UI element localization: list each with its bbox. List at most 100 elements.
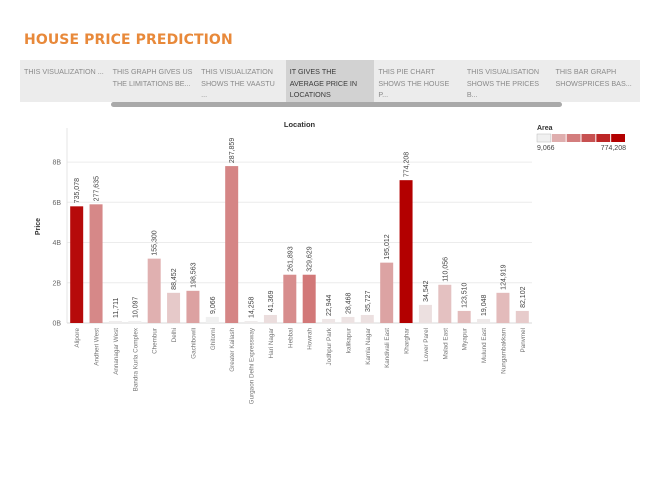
x-tick-label: Howrah [307,328,314,350]
y-tick-label: 8B [52,160,61,167]
bar-lower-parel[interactable] [418,304,432,323]
legend-max-label: 774,208 [601,145,626,152]
legend-swatch [596,134,611,142]
x-tick-label: Kandivali East [384,328,391,368]
legend-title: Area [537,125,553,132]
bar-value-label: 198,563 [190,262,197,287]
x-tick-label: Hebbal [287,328,294,348]
bar-value-label: 9,066 [210,296,217,314]
bar-value-label: 155,300 [152,230,159,255]
bar-value-label: 82,102 [520,286,527,308]
x-tick-label: Nungambakkam [500,328,507,374]
legend-min-label: 9,066 [537,145,555,152]
tab-visualization-1[interactable]: THIS VISUALIZATION ... [24,67,104,76]
bar-gachibowli[interactable] [186,290,200,323]
bar-value-label: 110,056 [442,257,449,282]
legend-swatch [581,134,596,142]
tab-scrollbar-track [20,102,640,108]
bar-andheri-west[interactable] [89,204,103,323]
tab-bar-graph[interactable]: THIS BAR GRAPH SHOWSPRICES BAS... [555,67,632,88]
bar-hari-nagar[interactable] [263,314,277,323]
x-tick-label: Miyapur [462,328,469,350]
tab-average-price[interactable]: IT GIVES THE AVERAGE PRICE IN LOCATIONS [285,60,375,102]
bar-kharghar[interactable] [399,180,413,323]
tab-vaastu[interactable]: THIS VISUALIZATION SHOWS THE VAASTU ... [201,67,275,99]
tab-prices[interactable]: THIS VISUALISATION SHOWS THE PRICES B... [466,67,540,99]
bar-alipore[interactable] [70,206,84,323]
y-tick-label: 0B [52,321,61,328]
bar-value-label: 774,208 [404,152,411,177]
tab-scrollbar-thumb[interactable] [111,102,562,107]
bar-howrah[interactable] [302,274,316,323]
bar-value-label: 88,452 [171,268,178,290]
bar-ghitorni[interactable] [205,316,219,323]
tab-limitations[interactable]: THIS GRAPH GIVES US THE LIMITATIONS BE..… [112,67,193,88]
bar-annanagar-west[interactable] [108,320,122,323]
bar-jodhpur-park[interactable] [322,318,336,323]
legend-swatch [551,134,566,142]
bar-greater-kailash[interactable] [225,166,239,323]
bar-value-label: 14,258 [249,296,256,318]
page-title: HOUSE PRICE PREDICTION [24,32,233,48]
x-tick-label: Malad East [442,328,449,360]
bar-value-label: 19,048 [481,294,488,316]
bar-value-label: 41,369 [268,290,275,312]
x-tick-label: Panvmel [520,328,527,353]
y-axis-title: Price [35,218,42,235]
y-tick-label: 4B [52,240,61,247]
legend-swatch [566,134,581,142]
bar-value-label: 287,859 [229,138,236,163]
x-tick-label: Gurgaon Delhi Expressway [249,327,256,404]
bar-value-label: 35,727 [365,290,372,312]
bar-bandra-kurla-complex[interactable] [128,320,142,323]
x-tick-label: Annanagar West [113,328,120,375]
story-tab-strip: THIS VISUALIZATION ... THIS GRAPH GIVES … [20,60,640,102]
x-tick-label: Greater Kailash [229,328,236,372]
x-tick-label: Kamla Nagar [365,328,372,365]
bar-hebbal[interactable] [283,274,297,323]
bar-value-label: 11,711 [113,298,120,318]
x-tick-label: Jodhpur Park [326,327,333,365]
legend-swatch [611,134,625,142]
bar-kalikapur[interactable] [341,316,355,323]
x-tick-label: Ghitorni [210,328,217,350]
chart-title: Location [284,120,316,129]
bar-chembur[interactable] [147,258,161,323]
bar-nungambakkam[interactable] [496,292,510,323]
bar-value-label: 22,944 [326,294,333,316]
bar-value-label: 195,012 [384,234,391,259]
x-tick-label: Chembur [152,328,159,354]
bar-value-label: 10,097 [132,296,139,318]
x-tick-label: Mulund East [481,328,488,363]
bar-gurgaon-delhi-expressway[interactable] [244,320,258,323]
x-tick-label: Bandra Kurla Complex [132,327,139,391]
bar-panvmel[interactable] [515,310,529,323]
bar-kandivali-east[interactable] [380,262,394,323]
y-tick-label: 6B [52,200,61,207]
bar-value-label: 124,919 [500,264,507,289]
bar-value-label: 277,635 [94,176,101,201]
bar-value-label: 28,468 [345,292,352,314]
bar-kamla-nagar[interactable] [360,314,374,323]
bar-value-label: 735,078 [74,178,81,203]
x-tick-label: Lower Parel [423,328,430,362]
bar-miyapur[interactable] [457,310,471,323]
x-tick-label: Kharghar [404,328,411,354]
bar-value-label: 329,629 [307,246,314,271]
x-tick-label: Andheri West [94,328,101,366]
bar-mulund-east[interactable] [477,318,491,323]
legend-swatch [536,133,552,143]
x-tick-label: Alipore [74,328,81,348]
bar-malad-east[interactable] [438,284,452,323]
x-tick-label: Gachibowli [190,328,197,359]
bar-value-label: 123,510 [462,283,469,308]
tab-pie-chart[interactable]: THIS PIE CHART SHOWS THE HOUSE P... [378,67,450,99]
bar-delhi[interactable] [167,292,181,323]
x-tick-label: Delhi [171,328,178,342]
x-tick-label: Hari Nagar [268,328,275,358]
x-tick-label: kalikapur [345,328,352,353]
bar-value-label: 34,542 [423,280,430,302]
bar-value-label: 261,893 [287,246,294,271]
y-tick-label: 2B [52,280,61,287]
